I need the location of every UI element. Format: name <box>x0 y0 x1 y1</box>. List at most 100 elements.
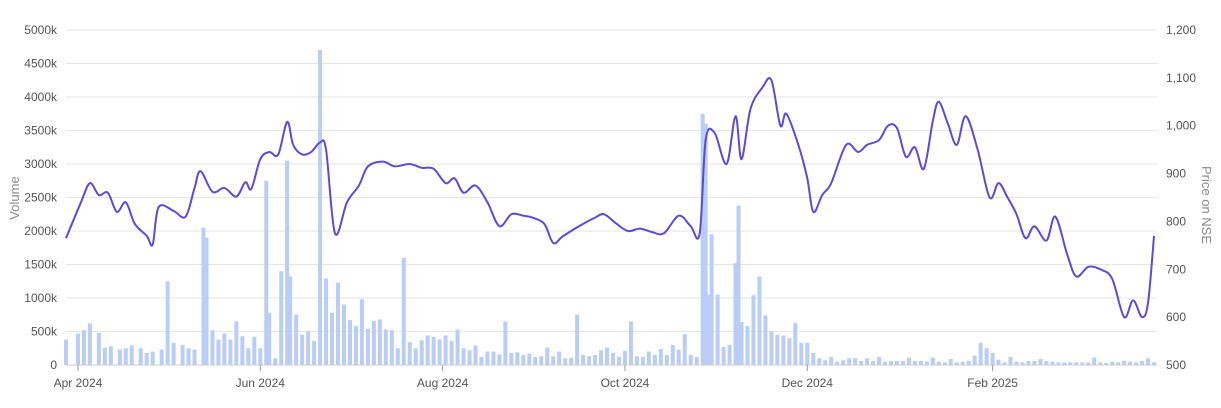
volume-bar <box>1026 360 1031 365</box>
volume-bar <box>823 360 828 365</box>
volume-bar <box>847 358 852 365</box>
volume-bar <box>763 315 768 365</box>
volume-bar <box>509 352 514 365</box>
volume-bar <box>222 333 227 365</box>
volume-bar <box>425 335 430 365</box>
volume-bar <box>551 356 556 365</box>
volume-bar <box>1020 362 1025 365</box>
volume-bar <box>1110 361 1115 365</box>
price-tick-label: 500 <box>1166 358 1186 372</box>
volume-bar <box>533 356 538 365</box>
volume-bar <box>1032 360 1037 365</box>
volume-bar <box>165 281 170 365</box>
volume-bar <box>365 328 370 365</box>
volume-bar <box>1050 361 1055 365</box>
volume-bar <box>545 347 550 365</box>
volume-bar <box>781 335 786 365</box>
volume-bar <box>1116 362 1121 365</box>
volume-bar <box>336 282 341 365</box>
volume-tick-label: 1500k <box>24 258 58 272</box>
price-tick-label: 1,100 <box>1166 71 1196 85</box>
volume-bar <box>605 347 610 365</box>
date-tick-label: Feb 2025 <box>967 376 1018 390</box>
volume-bar <box>401 257 406 365</box>
volume-bar <box>990 352 995 365</box>
volume-bar <box>359 299 364 365</box>
volume-bar <box>706 294 711 365</box>
volume-bar <box>1002 362 1007 365</box>
volume-bar <box>1038 358 1043 365</box>
volume-bar <box>1068 362 1073 365</box>
volume-bar <box>936 361 941 365</box>
date-tick-label: Oct 2024 <box>601 376 650 390</box>
volume-bar <box>389 330 394 365</box>
volume-bar <box>473 345 478 365</box>
volume-bar <box>1074 362 1079 365</box>
volume-bar <box>739 322 744 365</box>
volume-bar <box>563 358 568 365</box>
volume-bar <box>688 354 693 365</box>
volume-bar <box>757 276 762 365</box>
price-tick-label: 900 <box>1166 167 1186 181</box>
volume-bar <box>347 320 352 365</box>
volume-bar <box>539 356 544 365</box>
volume-bar <box>996 359 1001 365</box>
volume-bar <box>117 349 122 365</box>
volume-bar <box>799 342 804 365</box>
volume-bar <box>912 360 917 365</box>
volume-bar <box>138 348 143 365</box>
volume-bar <box>628 321 633 365</box>
volume-bar <box>817 358 822 365</box>
volume-bar <box>694 356 699 365</box>
volume-bar <box>676 349 681 365</box>
price-axis-title: Price on NSE <box>1199 166 1214 244</box>
volume-bar <box>610 352 615 365</box>
volume-bar <box>288 276 293 365</box>
volume-tick-label: 2500k <box>24 191 58 205</box>
volume-bar <box>204 237 209 365</box>
volume-bar <box>960 361 965 365</box>
volume-tick-label: 5000k <box>24 23 58 37</box>
volume-bar <box>587 356 592 365</box>
volume-bar <box>171 342 176 365</box>
volume-bar <box>455 329 460 365</box>
price-line <box>65 77 1156 319</box>
volume-bar <box>377 319 382 365</box>
volume-bar <box>123 348 128 365</box>
volume-tick-label: 3500k <box>24 124 58 138</box>
volume-bar <box>751 295 756 365</box>
volume-bar <box>81 330 86 365</box>
volume-bar <box>1128 361 1133 365</box>
volume-bar <box>102 347 107 365</box>
volume-bar <box>942 362 947 365</box>
volume-bar <box>575 314 580 365</box>
volume-bar <box>159 349 164 365</box>
volume-bar <box>192 349 197 365</box>
date-tick-label: Apr 2024 <box>54 376 103 390</box>
volume-bar <box>407 342 412 365</box>
volume-bar <box>1104 362 1109 365</box>
volume-bar <box>201 227 206 365</box>
volume-bar <box>670 344 675 365</box>
volume-bar <box>745 326 750 365</box>
price-tick-label: 600 <box>1166 310 1186 324</box>
volume-bar <box>383 329 388 365</box>
volume-bar <box>805 342 810 365</box>
volume-bar <box>129 345 134 365</box>
volume-bar <box>431 336 436 365</box>
volume-bar <box>769 331 774 365</box>
volume-bar <box>918 360 923 365</box>
volume-bar <box>521 354 526 365</box>
price-tick-label: 1,000 <box>1166 119 1196 133</box>
volume-bar <box>318 50 323 365</box>
volume-bar <box>443 335 448 365</box>
volume-bar <box>900 360 905 365</box>
volume-tick-label: 1000k <box>24 291 58 305</box>
date-axis-ticks: Apr 2024 Jun 2024 Aug 2024 Oct 2024 Dec 2024… <box>54 364 1157 390</box>
volume-bar <box>96 332 101 365</box>
volume-bar <box>709 234 714 365</box>
volume-bar <box>1140 360 1145 365</box>
volume-bar <box>234 321 239 365</box>
volume-bar <box>258 348 263 365</box>
